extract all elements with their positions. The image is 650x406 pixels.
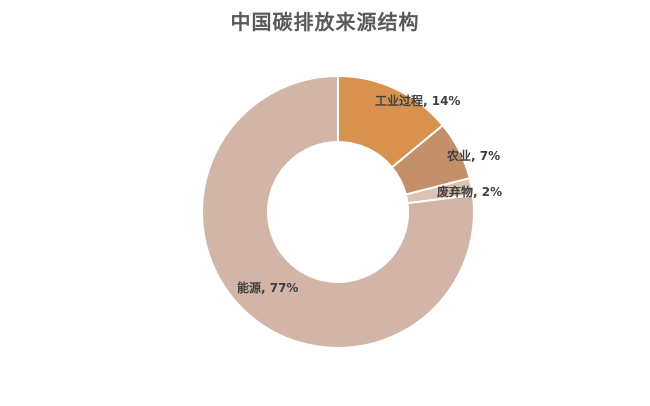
chart-title: 中国碳排放来源结构: [230, 10, 420, 34]
donut-slices: [201, 74, 475, 349]
slice-能源: [201, 74, 475, 349]
data-label-能源: 能源, 77%: [237, 280, 298, 295]
data-label-工业过程: 工业过程, 14%: [375, 93, 460, 108]
data-label-农业: 农业, 7%: [446, 148, 500, 163]
data-label-废弃物: 废弃物, 2%: [437, 184, 502, 199]
donut-labels: 工业过程, 14% 农业, 7% 废弃物, 2% 能源, 77%: [237, 93, 502, 295]
